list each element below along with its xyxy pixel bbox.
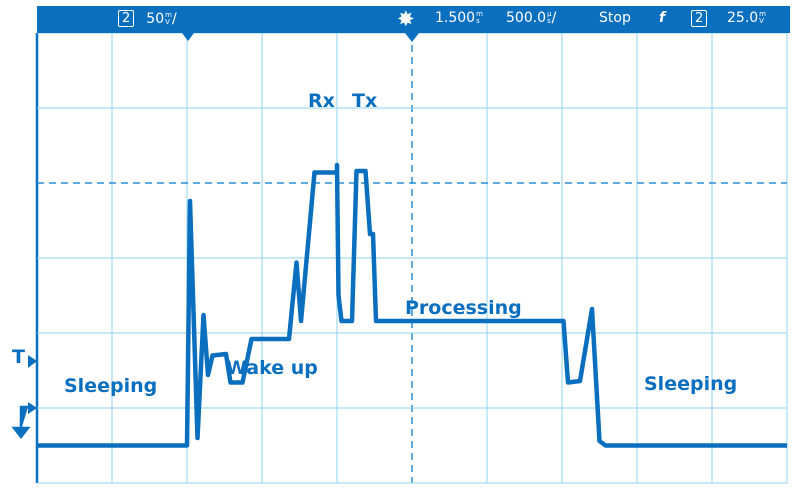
run-state[interactable]: Stop bbox=[599, 10, 631, 26]
delay-value: 1.500 bbox=[435, 10, 476, 26]
channel-ground-marker[interactable] bbox=[28, 402, 37, 414]
timebase-value: 500.0 bbox=[506, 10, 547, 26]
channel-offset-marker[interactable] bbox=[182, 33, 194, 41]
trigger-level-marker[interactable] bbox=[28, 355, 37, 368]
grid bbox=[35, 32, 788, 484]
channel-ground-arrow-icon bbox=[11, 405, 31, 440]
starburst-icon: ✸ bbox=[397, 7, 415, 31]
annotation-sleeping-start: Sleeping bbox=[64, 375, 158, 397]
trigger-position-marker[interactable] bbox=[405, 33, 419, 42]
trigger-channel-badge: 2 bbox=[691, 10, 708, 27]
trace-line bbox=[37, 162, 787, 448]
annotation-processing: Processing bbox=[405, 297, 522, 319]
annotation-wake-up: Wake up bbox=[226, 357, 318, 379]
trigger-level-value: 25.0 bbox=[727, 10, 759, 26]
rising-edge-icon: f bbox=[659, 10, 666, 26]
vscale-value: 50 bbox=[146, 10, 165, 27]
channel-badge: 2 bbox=[118, 10, 135, 27]
trigger-channel[interactable]: 2 bbox=[691, 10, 708, 27]
vscale-suffix: / bbox=[171, 10, 177, 27]
annotation-rx: Rx bbox=[308, 90, 335, 112]
annotation-tx: Tx bbox=[352, 90, 378, 112]
timebase-suffix: / bbox=[551, 10, 557, 26]
annotation-sleeping-end: Sleeping bbox=[644, 373, 738, 395]
trigger-level-label: T bbox=[12, 346, 25, 368]
